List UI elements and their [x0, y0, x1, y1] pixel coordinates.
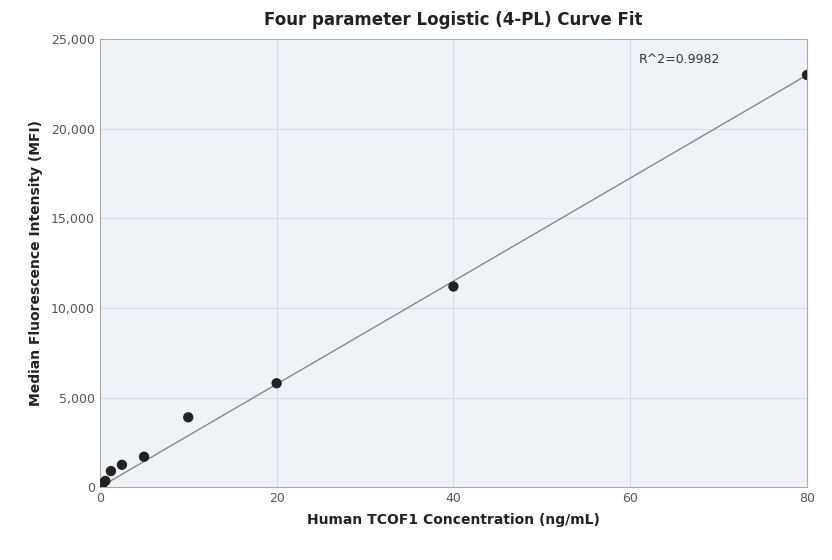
Text: R^2=0.9982: R^2=0.9982 — [639, 53, 721, 66]
Point — [95, 481, 108, 490]
Point — [116, 460, 129, 469]
Point — [270, 379, 283, 388]
X-axis label: Human TCOF1 Concentration (ng/mL): Human TCOF1 Concentration (ng/mL) — [307, 514, 600, 528]
Point — [181, 413, 195, 422]
Point — [96, 479, 109, 488]
Point — [137, 452, 151, 461]
Point — [99, 477, 112, 486]
Point — [800, 71, 814, 80]
Y-axis label: Median Fluorescence Intensity (MFI): Median Fluorescence Intensity (MFI) — [29, 120, 42, 406]
Point — [447, 282, 460, 291]
Point — [104, 466, 117, 475]
Title: Four parameter Logistic (4-PL) Curve Fit: Four parameter Logistic (4-PL) Curve Fit — [265, 11, 642, 29]
